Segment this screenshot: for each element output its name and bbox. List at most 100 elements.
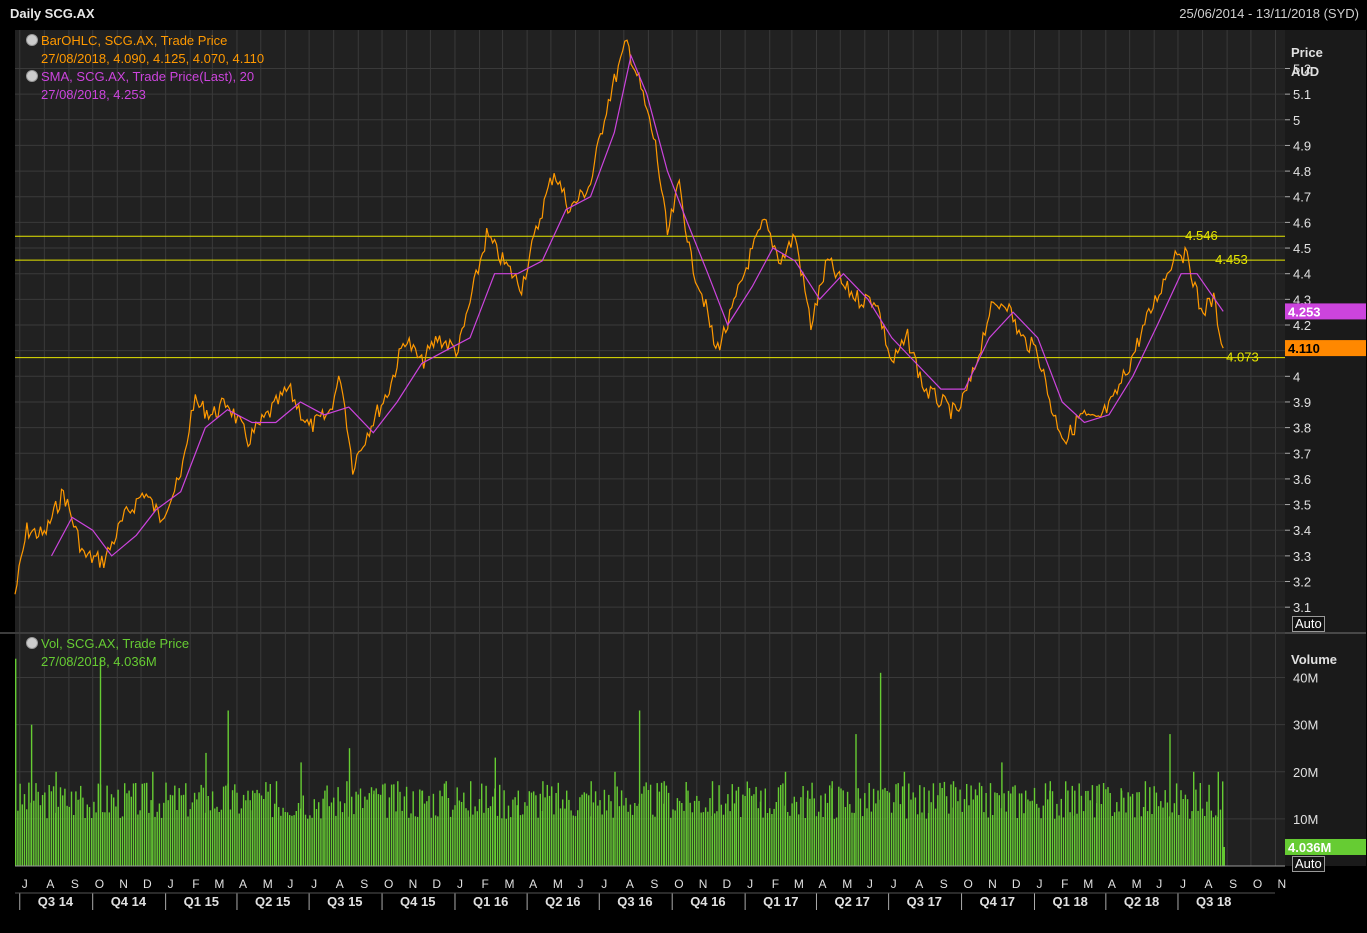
x-tick-quarter: Q1 16 <box>473 894 508 909</box>
volume-bar <box>238 813 240 866</box>
x-tick-month: S <box>1229 877 1237 891</box>
volume-bar <box>704 807 707 866</box>
volume-bar <box>121 816 124 866</box>
volume-bar <box>811 782 813 866</box>
price-axis-label: Price <box>1291 45 1323 60</box>
volume-bar <box>610 801 612 866</box>
volume-bar <box>205 752 207 866</box>
sma-legend-item[interactable]: SMA, SCG.AX, Trade Price(Last), 20 <box>26 68 264 86</box>
price-auto-scale-button[interactable]: Auto <box>1292 616 1325 632</box>
volume-bar <box>254 793 256 866</box>
volume-bar <box>667 792 670 866</box>
volume-bar <box>941 788 943 866</box>
volume-bar <box>1199 783 1201 866</box>
volume-bar <box>928 790 930 866</box>
volume-bar <box>742 794 744 866</box>
volume-bar <box>373 790 375 866</box>
vol-legend-item[interactable]: Vol, SCG.AX, Trade Price <box>26 635 189 653</box>
volume-bar <box>753 794 755 866</box>
volume-bar <box>1014 785 1016 866</box>
volume-bar <box>1180 790 1182 866</box>
volume-bar <box>1040 818 1042 866</box>
volume-bar <box>1173 803 1176 866</box>
volume-bar <box>905 818 908 866</box>
volume-bar <box>426 801 428 866</box>
volume-bar <box>804 818 806 866</box>
x-tick-month: J <box>577 877 583 891</box>
volume-bar <box>1025 790 1027 866</box>
volume-bar <box>714 813 716 866</box>
y-tick-label: 10M <box>1293 812 1318 827</box>
volume-bar <box>820 795 822 866</box>
volume-bar <box>1102 783 1105 866</box>
volume-bar <box>693 800 696 866</box>
volume-bar <box>989 783 992 866</box>
info-icon[interactable] <box>26 70 38 82</box>
volume-bar <box>597 805 599 866</box>
volume-bar <box>903 771 906 866</box>
volume-bar <box>884 787 886 866</box>
volume-bar <box>974 789 977 866</box>
volume-bar <box>1085 791 1087 866</box>
y-tick-label: 4.5 <box>1293 241 1311 256</box>
volume-bar <box>1120 790 1123 866</box>
volume-bar <box>807 790 809 866</box>
x-tick-quarter: Q3 16 <box>617 894 652 909</box>
volume-bar <box>1160 801 1162 866</box>
info-icon[interactable] <box>26 637 38 649</box>
volume-bar <box>1089 800 1091 866</box>
volume-bar <box>780 785 782 866</box>
volume-bar <box>1023 813 1025 866</box>
volume-bar <box>588 795 590 866</box>
volume-bar <box>1082 811 1085 866</box>
volume-bar <box>877 790 879 866</box>
volume-bar <box>882 789 884 866</box>
volume-bar <box>384 783 386 866</box>
volume-bar <box>1146 811 1149 866</box>
volume-bar <box>777 787 780 866</box>
volume-bar <box>683 810 685 866</box>
volume-bar <box>846 791 849 866</box>
volume-bar <box>740 817 742 866</box>
volume-bar <box>1144 781 1147 866</box>
volume-bar <box>1171 812 1173 866</box>
volume-bar <box>616 786 618 866</box>
volume-bar <box>82 797 84 866</box>
volume-bar <box>700 812 702 866</box>
volume-bar <box>815 816 818 866</box>
info-icon[interactable] <box>26 34 38 46</box>
volume-bar <box>1111 816 1114 866</box>
volume-bar <box>1212 817 1215 866</box>
volume-bar <box>152 771 154 866</box>
x-tick-quarter: Q3 18 <box>1196 894 1231 909</box>
volume-bar <box>399 791 401 866</box>
volume-bar <box>762 817 764 866</box>
volume-bar <box>800 797 802 866</box>
volume-bar <box>487 808 489 866</box>
volume-bar <box>676 798 679 866</box>
volume-bar <box>485 785 487 866</box>
y-tick-label: 3.6 <box>1293 472 1311 487</box>
volume-bar <box>981 786 983 866</box>
ohlc-legend-item[interactable]: BarOHLC, SCG.AX, Trade Price <box>26 32 264 50</box>
volume-bar <box>872 788 875 866</box>
volume-bar <box>414 816 417 866</box>
volume-bar <box>864 793 866 866</box>
date-range: 25/06/2014 - 13/11/2018 (SYD) <box>1179 6 1359 21</box>
volume-bar <box>302 795 304 866</box>
volume-bar <box>842 790 844 866</box>
volume-bar <box>1134 817 1136 866</box>
volume-bar <box>939 782 941 866</box>
volume-bar <box>1210 810 1212 866</box>
volume-bar <box>672 809 674 866</box>
volume-bar <box>1175 783 1178 866</box>
volume-bar <box>826 802 829 866</box>
volume-bar <box>52 786 55 866</box>
volume-bar <box>966 784 968 866</box>
volume-bar <box>729 811 731 866</box>
volume-auto-scale-button[interactable]: Auto <box>1292 856 1325 872</box>
volume-last-value-tag <box>1285 838 1366 855</box>
volume-bar <box>1044 783 1047 866</box>
volume-bar <box>809 798 811 866</box>
